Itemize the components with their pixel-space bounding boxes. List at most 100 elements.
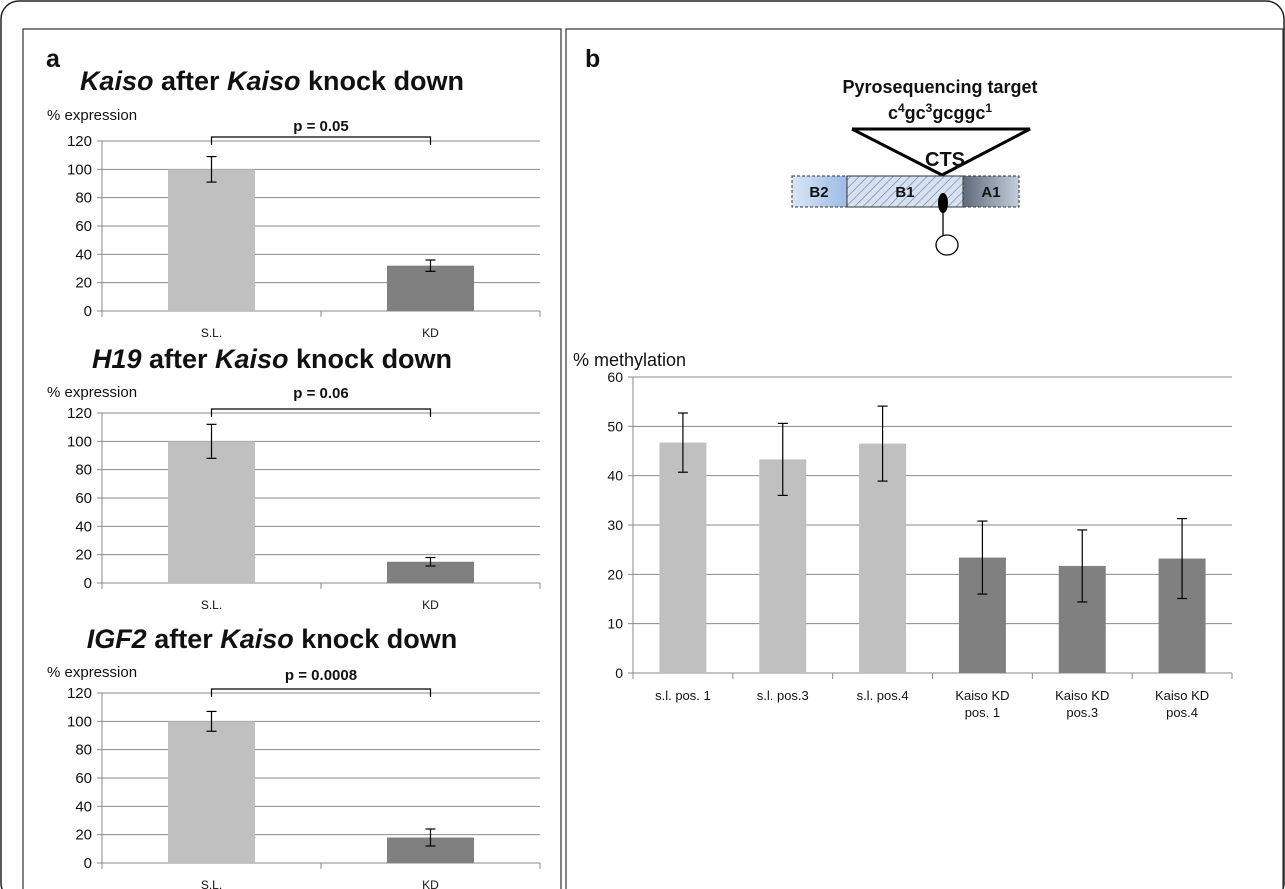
y-tick-label: 60 [607,369,623,385]
panel-a-border [22,28,562,889]
y-tick-label: 120 [67,133,92,150]
x-category-label-line: S.L. [201,878,222,889]
x-category-label-line: s.l. pos. 1 [655,688,711,703]
y-tick-label: 40 [75,798,92,815]
chart-title-part: Kaiso [80,66,154,96]
bar [168,169,255,311]
y-tick-label: 20 [75,547,92,564]
bar [387,561,474,583]
x-category-label-line: KD [422,326,439,340]
y-tick-label: 120 [67,405,92,422]
chart-title-part: Kaiso [220,624,294,654]
chart-title-part: after [147,624,221,654]
sequence-letters: gcggc [932,103,985,123]
bound-protein-marker [938,193,948,213]
x-category-label: Kaiso KD pos.3 [1055,688,1109,720]
chart-title-part: after [141,344,215,374]
y-tick-label: 100 [67,161,92,178]
x-category-label-line: Kaiso KD [955,688,1009,703]
segment-a1-box [962,175,1020,208]
x-category-label-line: S.L. [201,598,222,612]
y-axis-label: % expression [47,664,137,681]
x-category-label: S.L. [201,326,222,340]
segment-b2-label: B2 [809,184,828,201]
x-category-label-line: pos.3 [1066,705,1098,720]
sequence-superscript: 4 [898,101,905,115]
significance-bracket [210,688,432,697]
x-category-label: KD [422,878,439,889]
x-category-label-line: S.L. [201,326,222,340]
segment-b1-label: B1 [895,184,914,201]
methylation-chart: % methylation 0 10 20 30 40 50 60 s.l. pos. 1 s.l… [573,350,1233,720]
y-tick-label: 80 [75,190,92,207]
y-tick-label: 50 [607,418,623,434]
x-category-label-line: s.l. pos.4 [857,688,909,703]
target-wedge [851,127,1031,177]
x-category-label-line: Kaiso KD [1055,688,1109,703]
expression-chart-h19: H19 after Kaiso knock down % expression 0 2… [47,344,541,612]
chart-title-part: Kaiso [215,344,289,374]
y-tick-label: 30 [607,517,623,533]
chart-title-part: IGF2 [87,624,147,654]
x-category-label: s.l. pos. 1 [655,688,711,703]
bar [659,442,707,673]
y-axis-label: % expression [47,384,137,401]
y-tick-label: 0 [615,665,623,681]
x-category-label: KD [422,326,439,340]
y-tick-label: 40 [75,518,92,535]
p-value-label: p = 0.0008 [285,667,357,684]
chart-title: H19 after Kaiso knock down [92,344,452,374]
y-tick-label: 20 [607,566,623,582]
chart-title-part: knock down [294,624,458,654]
y-axis-label: % methylation [573,350,686,370]
y-tick-label: 40 [607,468,623,484]
panel-a-letter: a [46,45,61,73]
significance-bracket [210,136,432,145]
x-category-label-line: KD [422,878,439,889]
chart-title: IGF2 after Kaiso knock down [87,624,458,654]
expression-chart-igf2: IGF2 after Kaiso knock down % expression 0… [47,624,541,889]
x-category-label-line: pos.4 [1166,705,1198,720]
x-category-label-line: KD [422,598,439,612]
panel-b-border [565,28,1284,889]
x-category-label: S.L. [201,598,222,612]
chart-title-part: H19 [92,344,142,374]
y-tick-label: 20 [75,827,92,844]
y-tick-label: 0 [84,303,92,320]
diagram-title: Pyrosequencing target [842,77,1037,97]
sequence-superscript: 1 [985,101,992,115]
chart-title-part: knock down [289,344,453,374]
x-category-label: KD [422,598,439,612]
bar [168,721,255,863]
y-tick-label: 0 [84,855,92,872]
y-tick-label: 80 [75,742,92,759]
y-tick-label: 20 [75,275,92,292]
y-tick-label: 60 [75,490,92,507]
chart-title: Kaiso after Kaiso knock down [80,66,464,96]
x-category-label-line: pos. 1 [965,705,1000,720]
significance-bracket [210,408,432,417]
panel-b-letter: b [585,45,600,73]
sequence-superscript: 3 [926,101,933,115]
y-tick-label: 100 [67,713,92,730]
diagram-sequence: c4gc3gcggc1 [888,101,992,123]
cts-label: CTS [925,149,965,171]
unmethylated-circle [935,234,959,256]
y-tick-label: 120 [67,685,92,702]
cts-diagram: Pyrosequencing target c4gc3gcggc1 CTS B2… [791,77,1038,256]
y-tick-label: 80 [75,462,92,479]
bar [859,443,907,673]
y-tick-label: 60 [75,218,92,235]
x-category-label: s.l. pos.4 [857,688,909,703]
x-category-label: s.l. pos.3 [757,688,809,703]
x-category-label: Kaiso KD pos. 1 [955,688,1009,720]
bar [168,441,255,583]
x-category-label-line: Kaiso KD [1155,688,1209,703]
bar [387,265,474,311]
chart-title-part: knock down [301,66,465,96]
p-value-label: p = 0.06 [293,385,348,402]
sequence-letters: gc [905,103,926,123]
sequence-letters: c [888,103,898,123]
